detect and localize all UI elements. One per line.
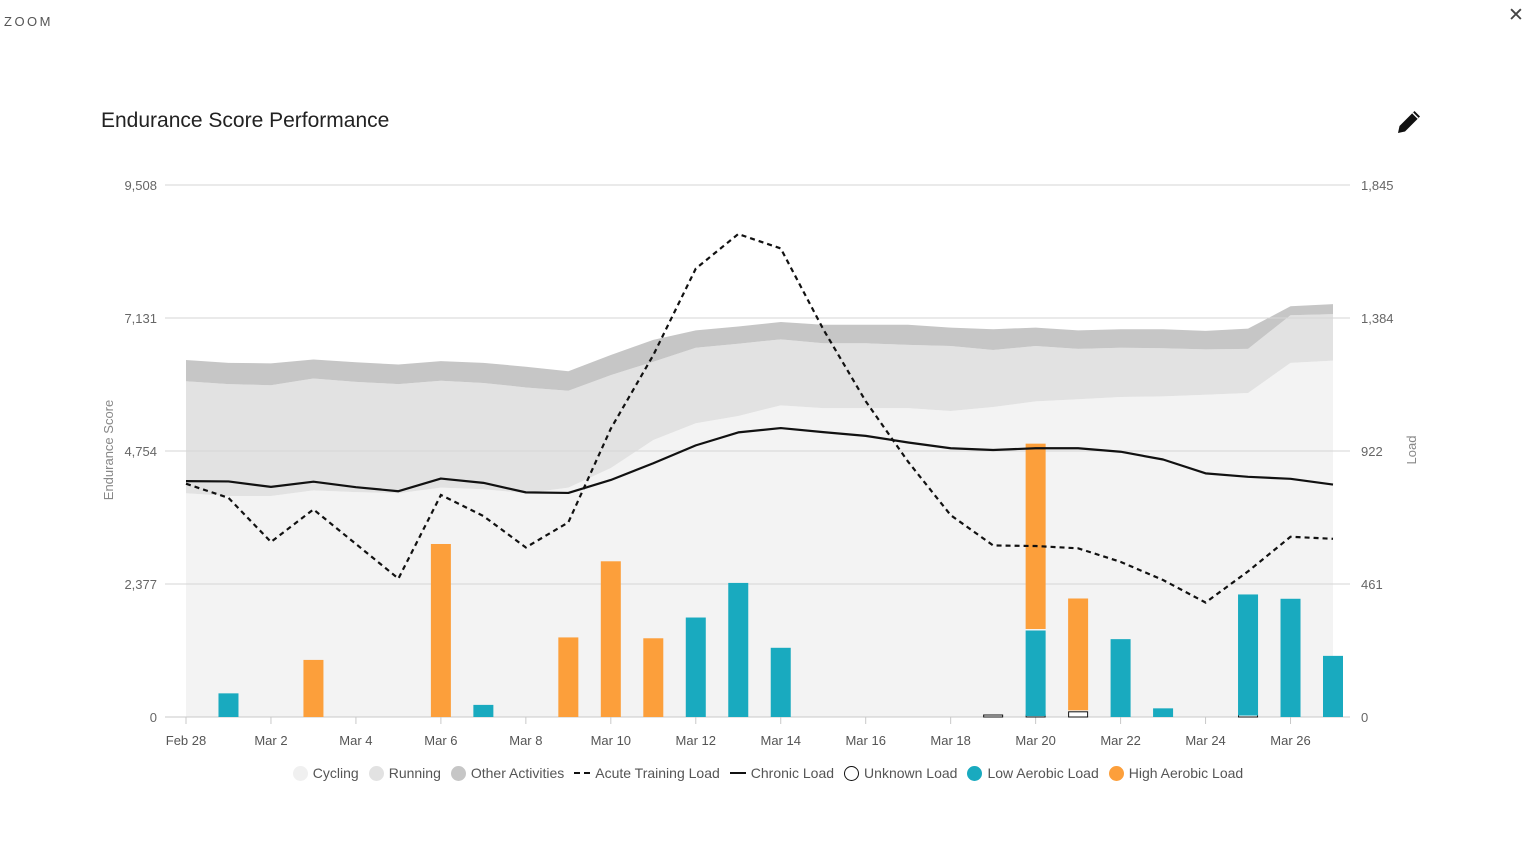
legend-dot-icon — [292, 765, 308, 781]
high-aerobic-load-bar — [1068, 598, 1089, 711]
legend-item-low-aerobic-load[interactable]: Low Aerobic Load — [967, 765, 1099, 781]
legend-dash-icon — [574, 772, 591, 774]
legend-dot-icon — [1108, 765, 1124, 781]
legend-item-running[interactable]: Running — [368, 765, 441, 781]
low-aerobic-load-bar — [473, 704, 494, 717]
legend-label: Running — [388, 765, 441, 781]
x-tick-label: Mar 2 — [254, 733, 287, 748]
y-right-tick-label: 1,845 — [1361, 178, 1394, 193]
chart-legend: Cycling Running Other Activities Acute Trai… — [0, 765, 1536, 781]
x-tick-label: Feb 28 — [166, 733, 206, 748]
unknown-load-bar — [983, 714, 1004, 718]
high-aerobic-load-bar — [303, 659, 324, 717]
legend-item-chronic-load[interactable]: Chronic Load — [729, 765, 835, 781]
x-tick-label: Mar 12 — [676, 733, 716, 748]
acute-training-load-line — [185, 232, 1334, 604]
pencil-icon — [1398, 111, 1420, 133]
x-tick-label: Mar 14 — [761, 733, 801, 748]
high-aerobic-load-bar — [643, 638, 664, 717]
x-tick-label: Mar 10 — [591, 733, 631, 748]
y-left-tick-label: 9,508 — [124, 178, 157, 193]
x-tick-label: Mar 6 — [424, 733, 457, 748]
legend-item-acute-training-load[interactable]: Acute Training Load — [574, 765, 720, 781]
y-left-tick-label: 7,131 — [124, 311, 157, 326]
y-right-tick-label: 461 — [1361, 577, 1383, 592]
legend-label: Chronic Load — [750, 765, 835, 781]
y-right-tick-label: 0 — [1361, 710, 1368, 725]
legend-item-high-aerobic-load[interactable]: High Aerobic Load — [1108, 765, 1244, 781]
x-tick-label: Mar 8 — [509, 733, 542, 748]
legend-item-cycling[interactable]: Cycling — [292, 765, 359, 781]
high-aerobic-load-bar — [558, 637, 579, 717]
low-aerobic-load-bar — [1110, 639, 1131, 717]
legend-label: Unknown Load — [864, 765, 958, 781]
x-tick-label: Mar 24 — [1185, 733, 1225, 748]
y-left-tick-label: 0 — [150, 710, 157, 725]
x-tick-label: Mar 26 — [1270, 733, 1310, 748]
high-aerobic-load-bar — [430, 543, 451, 717]
y-left-tick-label: 2,377 — [124, 577, 157, 592]
unknown-load-bar — [1068, 711, 1089, 718]
x-tick-label: Mar 22 — [1100, 733, 1140, 748]
low-aerobic-load-bar — [770, 647, 791, 717]
legend-dot-icon — [967, 765, 983, 781]
high-aerobic-load-bar — [1025, 443, 1046, 629]
y-left-tick-label: 4,754 — [124, 444, 157, 459]
low-aerobic-load-bar — [1025, 630, 1046, 717]
low-aerobic-load-bar — [1323, 655, 1343, 717]
x-tick-label: Mar 20 — [1015, 733, 1055, 748]
legend-item-unknown-load[interactable]: Unknown Load — [844, 765, 957, 781]
x-tick-label: Mar 18 — [930, 733, 970, 748]
close-icon: ✕ — [1508, 5, 1524, 26]
x-tick-label: Mar 4 — [339, 733, 372, 748]
chronic-load-line — [185, 426, 1334, 495]
cycling-area — [186, 360, 1333, 717]
low-aerobic-load-bar — [1238, 594, 1259, 716]
high-aerobic-load-bar — [600, 561, 621, 717]
legend-label: Low Aerobic Load — [987, 765, 1099, 781]
y-right-tick-label: 1,384 — [1361, 311, 1394, 326]
low-aerobic-load-bar — [728, 582, 749, 717]
zoom-label: ZOOM — [4, 14, 53, 29]
legend-ring-icon — [844, 765, 860, 781]
x-tick-label: Mar 16 — [845, 733, 885, 748]
low-aerobic-load-bar — [1153, 708, 1174, 717]
legend-dot-icon — [450, 765, 466, 781]
low-aerobic-load-bar — [218, 693, 239, 717]
legend-line-icon — [729, 772, 746, 774]
legend-label: Cycling — [312, 765, 359, 781]
low-aerobic-load-bar — [1280, 598, 1301, 717]
legend-label: High Aerobic Load — [1128, 765, 1244, 781]
legend-item-other-activities[interactable]: Other Activities — [450, 765, 565, 781]
close-button[interactable]: ✕ — [1504, 4, 1528, 28]
legend-label: Acute Training Load — [595, 765, 720, 781]
low-aerobic-load-bar — [685, 617, 706, 717]
other-activities-area — [186, 304, 1333, 391]
y-right-axis-title: Load — [1404, 436, 1419, 465]
y-right-tick-label: 922 — [1361, 444, 1383, 459]
y-left-axis-title: Endurance Score — [101, 400, 116, 500]
legend-label: Other Activities — [470, 765, 565, 781]
edit-button[interactable] — [1394, 107, 1424, 137]
chart-title: Endurance Score Performance — [101, 109, 390, 132]
legend-dot-icon — [368, 765, 384, 781]
